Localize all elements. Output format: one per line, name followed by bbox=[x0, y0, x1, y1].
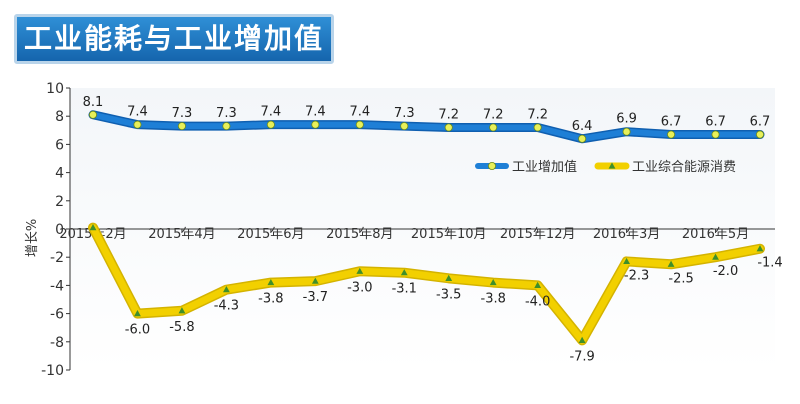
data-point bbox=[756, 130, 765, 139]
data-label: 7.4 bbox=[305, 105, 326, 120]
chart-title: 工业能耗与工业增加值 bbox=[23, 22, 324, 55]
x-tick-label: 2015年8月 bbox=[326, 227, 393, 242]
x-tick-label: 2016年5月 bbox=[682, 227, 749, 242]
data-point bbox=[712, 253, 719, 260]
data-point bbox=[89, 110, 98, 119]
data-label: -2.3 bbox=[624, 268, 649, 283]
data-label: 7.2 bbox=[527, 107, 548, 122]
data-point bbox=[489, 123, 498, 132]
y-axis-label: 增长% bbox=[25, 219, 40, 257]
data-point bbox=[622, 127, 631, 136]
data-point bbox=[489, 278, 497, 286]
legend-marker bbox=[487, 161, 496, 170]
data-label: 6.7 bbox=[705, 115, 726, 130]
data-label: 7.3 bbox=[394, 106, 415, 121]
legend-marker bbox=[608, 162, 616, 169]
data-label: -3.0 bbox=[347, 280, 372, 295]
data-label: 8.1 bbox=[83, 95, 104, 110]
data-point bbox=[266, 120, 275, 129]
data-label: -3.1 bbox=[392, 282, 417, 297]
y-tick-label: 4 bbox=[55, 166, 64, 182]
data-label: -4.3 bbox=[214, 299, 239, 314]
data-label: 7.4 bbox=[349, 105, 370, 120]
data-point bbox=[667, 130, 676, 139]
y-tick-label: 10 bbox=[46, 81, 64, 97]
data-point bbox=[711, 130, 720, 139]
x-tick-label: 2015年12月 bbox=[500, 227, 576, 242]
x-tick-label: 2016年3月 bbox=[593, 227, 660, 242]
data-point bbox=[311, 277, 319, 284]
data-point bbox=[133, 120, 142, 129]
data-label: 7.3 bbox=[172, 106, 193, 121]
data-label: -1.4 bbox=[757, 256, 782, 271]
y-tick-label: -2 bbox=[50, 250, 64, 266]
data-label: -4.0 bbox=[525, 294, 550, 309]
data-label: -2.0 bbox=[713, 264, 738, 279]
data-label: -5.8 bbox=[169, 320, 194, 335]
data-point bbox=[178, 307, 186, 314]
data-label: 7.3 bbox=[216, 106, 237, 121]
series-line-industrial-value-added bbox=[90, 111, 763, 142]
data-label: 7.2 bbox=[438, 107, 459, 122]
legend: 工业增加值 工业综合能源消费 bbox=[475, 159, 736, 175]
data-point bbox=[756, 245, 764, 252]
data-label: 6.4 bbox=[572, 119, 593, 134]
data-point bbox=[267, 278, 275, 286]
data-point bbox=[578, 336, 586, 343]
data-label: -2.5 bbox=[668, 271, 693, 286]
data-point bbox=[444, 123, 453, 132]
data-label: 6.7 bbox=[750, 115, 771, 130]
series-layer bbox=[88, 110, 765, 346]
y-tick-label: 2 bbox=[55, 194, 64, 210]
data-label: -3.7 bbox=[303, 290, 328, 305]
x-tick-label: 2015年6月 bbox=[237, 227, 304, 242]
data-labels: 8.1 7.4 7.3 7.3 7.4 7.4 7.4 7.3 7.2 7.2 7.2 6.4 6.9 6… bbox=[83, 95, 783, 365]
data-label: 6.9 bbox=[616, 112, 637, 127]
data-point bbox=[222, 122, 231, 131]
data-label: 7.4 bbox=[261, 105, 282, 120]
y-tick-label: 6 bbox=[55, 137, 64, 153]
title-banner: 工业能耗与工业增加值 bbox=[14, 14, 334, 64]
y-tick-label: -10 bbox=[41, 363, 64, 379]
y-tick-label: 0 bbox=[55, 222, 64, 238]
data-point bbox=[623, 257, 630, 265]
y-tick-label: 8 bbox=[55, 109, 64, 125]
data-point bbox=[667, 260, 675, 267]
data-point bbox=[578, 134, 587, 143]
y-tick-label: -8 bbox=[50, 335, 64, 351]
data-point bbox=[400, 122, 409, 131]
data-point bbox=[533, 123, 542, 132]
legend-label: 工业综合能源消费 bbox=[632, 160, 736, 175]
data-point bbox=[134, 310, 141, 317]
data-point bbox=[223, 286, 230, 293]
data-point bbox=[355, 120, 364, 129]
data-point bbox=[311, 120, 320, 129]
data-point bbox=[400, 269, 408, 276]
x-tick-label: 2015年10月 bbox=[411, 227, 487, 242]
data-label: -7.9 bbox=[569, 349, 594, 364]
data-label: 7.4 bbox=[127, 105, 148, 120]
legend-label: 工业增加值 bbox=[512, 159, 577, 175]
data-point bbox=[445, 274, 453, 281]
y-tick-label: -6 bbox=[50, 307, 64, 323]
data-point bbox=[534, 281, 542, 288]
data-label: -3.5 bbox=[436, 287, 461, 302]
data-label: 7.2 bbox=[483, 107, 504, 122]
x-tick-label: 2015年4月 bbox=[148, 227, 215, 242]
data-label: -3.8 bbox=[258, 292, 283, 307]
y-tick-label: -4 bbox=[50, 278, 64, 294]
data-point bbox=[177, 122, 186, 131]
data-label: -3.8 bbox=[481, 292, 506, 307]
series-line-industrial-energy-consumption bbox=[89, 224, 764, 344]
data-label: -6.0 bbox=[125, 323, 150, 338]
data-label: 6.7 bbox=[661, 115, 682, 130]
data-point bbox=[89, 223, 97, 231]
data-point bbox=[356, 267, 364, 274]
